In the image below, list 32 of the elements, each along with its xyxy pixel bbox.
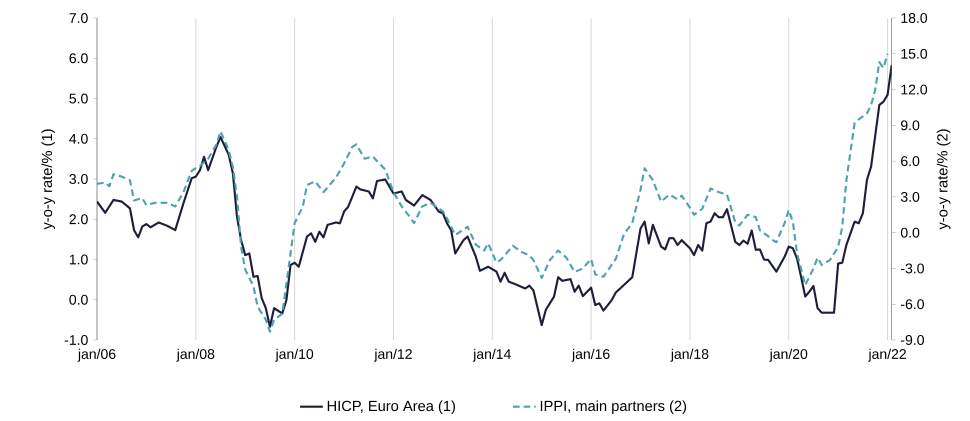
y2-tick-label: -9.0 [901, 335, 924, 345]
y-tick-label: 6.0 [70, 53, 88, 64]
y2-tick-label: -3.0 [901, 263, 924, 274]
x-tick-label: jan/08 [176, 348, 214, 362]
x-tick-label: jan/06 [78, 348, 116, 362]
y2-tick-label: 6.0 [901, 156, 920, 166]
y2-tick-label: 9.0 [901, 120, 920, 130]
legend-label: HICP, Euro Area (1) [328, 400, 455, 414]
y2-axis-title: y-o-y rate/% (2) [936, 129, 950, 230]
y-axis-title: y-o-y rate/% (1) [41, 129, 55, 230]
x-tick-label: jan/16 [572, 348, 610, 362]
x-tick-label: jan/22 [868, 348, 906, 362]
y2-tick-label: 0.0 [900, 228, 920, 238]
y2-tick-label: 15.0 [901, 48, 928, 59]
y2-tick-label: 3.0 [900, 192, 920, 202]
y-tick-label: 4.0 [69, 134, 88, 144]
x-tick-label: jan/12 [374, 348, 412, 362]
y2-tick-label: -6.0 [901, 299, 924, 310]
x-tick-label: jan/10 [275, 348, 314, 362]
y2-tick-label: 12.0 [901, 84, 928, 95]
y-tick-label: 0.0 [69, 294, 88, 305]
x-tick-label: jan/20 [769, 348, 808, 362]
y-tick-label: 3.0 [69, 174, 88, 184]
x-tick-label: jan/18 [670, 348, 708, 362]
y-tick-label: 1.0 [70, 254, 88, 264]
y-tick-label: 5.0 [69, 94, 88, 104]
x-tick-label: jan/14 [472, 348, 511, 362]
y-tick-label: 2.0 [70, 214, 88, 224]
y-tick-label: 7.0 [70, 13, 88, 23]
legend-label: IPPI, main partners (2) [540, 400, 686, 414]
y2-tick-label: 18.0 [901, 13, 928, 23]
y-tick-label: -1.0 [64, 335, 88, 345]
